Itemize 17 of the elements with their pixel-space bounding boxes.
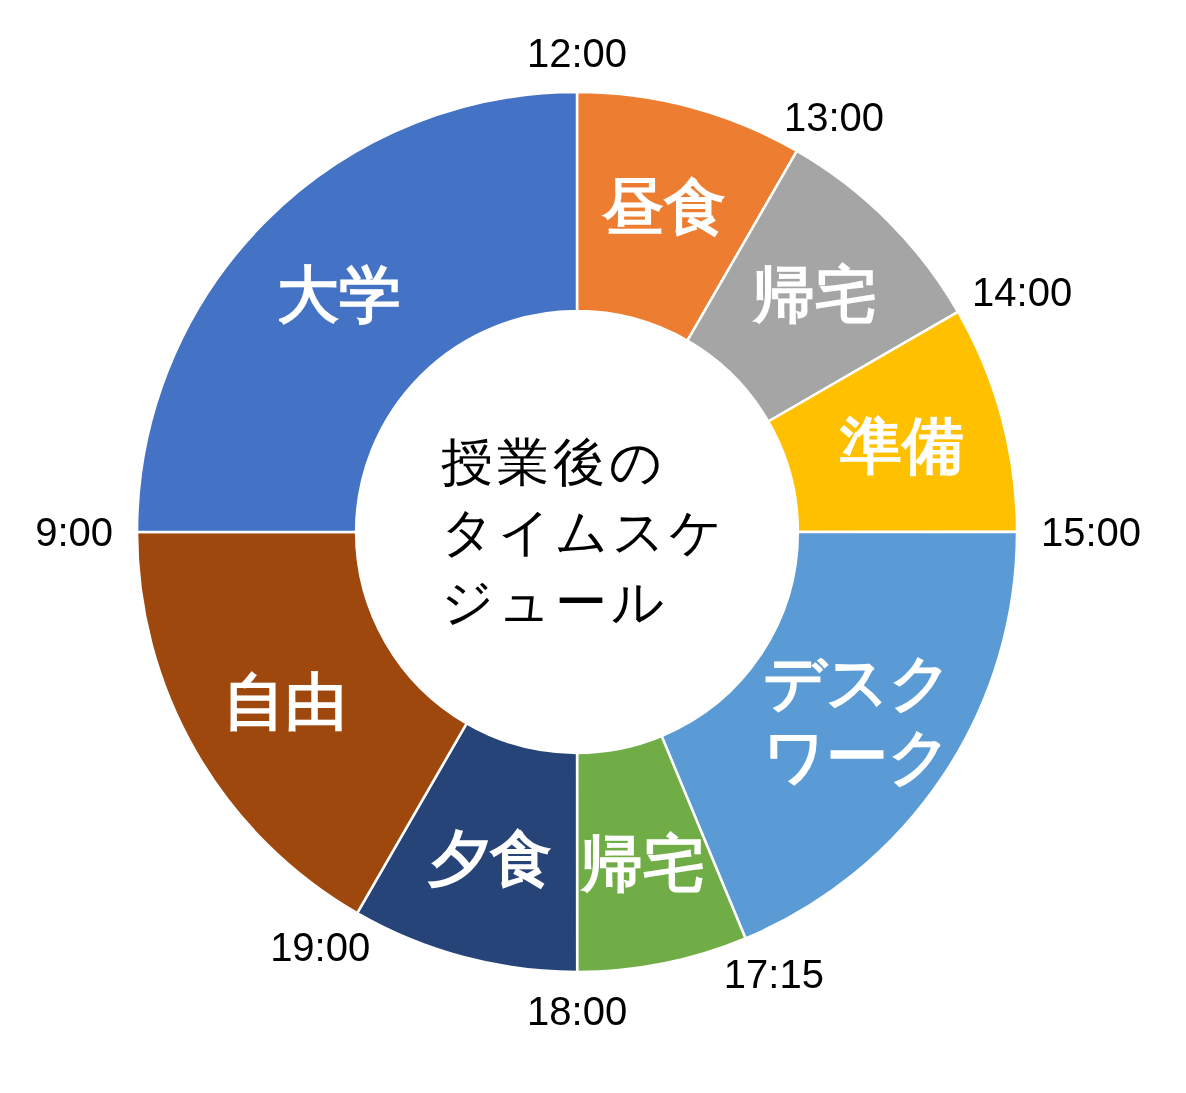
- text: 9:00: [35, 510, 113, 555]
- text: 授業後のタイムスケジュール: [440, 432, 726, 632]
- text: 14:00: [972, 270, 1073, 315]
- text: 12:00: [526, 31, 628, 75]
- slice-label: 大学: [276, 257, 401, 331]
- slice-label: 帰宅: [751, 257, 878, 331]
- slice-label: 自由: [223, 664, 348, 738]
- text: 19:00: [270, 924, 371, 969]
- text: 13:00: [783, 95, 885, 140]
- text: 17:15: [723, 952, 824, 997]
- slice-label: デスクワーク: [762, 645, 952, 793]
- slice-label: 昼食: [601, 169, 727, 243]
- text: 15:00: [1041, 509, 1142, 554]
- text: 18:00: [527, 989, 628, 1033]
- slice-label: 帰宅: [578, 826, 705, 900]
- slice-label: 夕食: [426, 821, 552, 895]
- slice-label: 準備: [839, 408, 965, 482]
